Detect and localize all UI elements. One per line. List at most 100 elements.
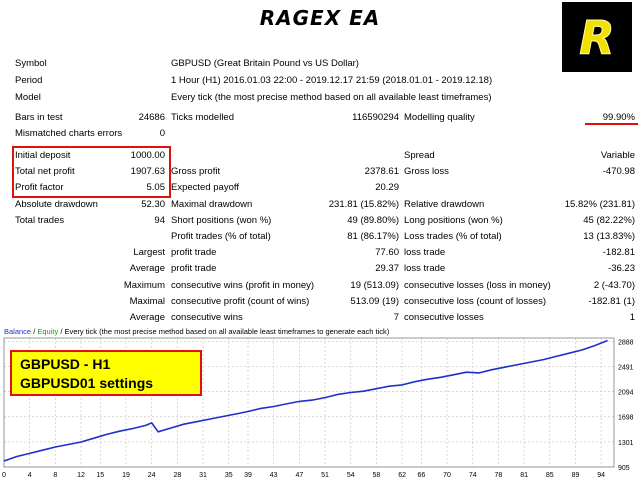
x-tick-label: 70 [443, 472, 451, 479]
total-trades-label: Total trades [15, 215, 65, 226]
max-consecutive-wins-value: 19 (513.09) [350, 280, 399, 291]
maximal-drawdown-label: Maximal drawdown [171, 199, 253, 210]
x-tick-label: 81 [520, 472, 528, 479]
balance-chart: Balance / Equity / Every tick (the most … [0, 325, 640, 480]
average-consecutive-wins-value: 7 [393, 312, 399, 323]
period-label: Period [15, 75, 43, 86]
average-profit-value: 29.37 [375, 263, 399, 274]
quality-label: Modelling quality [404, 112, 475, 123]
expected-payoff-label: Expected payoff [171, 182, 239, 193]
relative-drawdown-value: 15.82% (231.81) [564, 199, 635, 210]
average-consecutive-wins-label: consecutive wins [171, 312, 243, 323]
average-loss-value: -36.23 [608, 263, 635, 274]
average-loss-label: loss trade [404, 263, 446, 274]
loss-trades-value: 13 (13.83%) [583, 231, 635, 242]
x-tick-label: 43 [270, 472, 278, 479]
x-tick-label: 54 [347, 472, 355, 479]
profit-trades-label: Profit trades (% of total) [171, 231, 271, 242]
chart-axes: 905 1301 1698 2094 2491 2888 0 4 8 12 15 19 24 28 31 35… [2, 337, 634, 479]
x-tick-label: 85 [546, 472, 554, 479]
x-tick-label: 12 [77, 472, 85, 479]
max-consecutive-wins-label: consecutive wins (profit in money) [171, 280, 315, 291]
x-tick-label: 47 [295, 472, 303, 479]
profit-factor-label: Profit factor [15, 182, 64, 193]
maximal-drawdown-value: 231.81 (15.82%) [328, 199, 399, 210]
x-tick-label: 89 [572, 472, 580, 479]
model-value: Every tick (the most precise method base… [171, 92, 492, 103]
callout-line1: GBPUSD - H1 [20, 356, 111, 372]
y-tick-label: 2094 [618, 390, 634, 397]
svg-text:Balance / Equity / Every tick: Balance / Equity / Every tick (the most … [4, 327, 390, 336]
period-value: 1 Hour (H1) 2016.01.03 22:00 - 2019.12.1… [171, 75, 493, 86]
average-consecutive-losses-label: consecutive losses [404, 312, 484, 323]
average-profit-label: profit trade [171, 263, 217, 274]
absolute-drawdown-value: 52.30 [141, 199, 165, 210]
x-tick-label: 8 [53, 472, 57, 479]
largest-loss-value: -182.81 [602, 247, 635, 258]
mismatch-value: 0 [159, 128, 165, 139]
symbol-value: GBPUSD (Great Britain Pound vs US Dollar… [171, 58, 359, 69]
profit-factor-value: 5.05 [146, 182, 166, 193]
net-profit-value: 1907.63 [130, 166, 165, 177]
maximum-label: Maximum [123, 280, 165, 291]
largest-label: Largest [133, 247, 165, 258]
average2-label: Average [129, 312, 165, 323]
average-label: Average [129, 263, 165, 274]
x-tick-label: 62 [398, 472, 406, 479]
spread-value: Variable [600, 150, 635, 161]
x-tick-label: 51 [321, 472, 329, 479]
loss-trades-label: Loss trades (% of total) [404, 231, 502, 242]
maximal-consecutive-profit-label: consecutive profit (count of wins) [171, 296, 310, 307]
gross-profit-value: 2378.61 [364, 166, 399, 177]
profit-trades-value: 81 (86.17%) [347, 231, 399, 242]
x-tick-label: 66 [417, 472, 425, 479]
x-tick-label: 19 [122, 472, 130, 479]
net-profit-label: Total net profit [15, 166, 75, 177]
plot-frame [3, 337, 615, 468]
legend-sep2: / [58, 327, 64, 336]
total-trades-value: 94 [154, 215, 165, 226]
highlight-box [12, 146, 171, 198]
y-tick-label: 1301 [618, 440, 634, 447]
long-positions-label: Long positions (won %) [404, 215, 503, 226]
settings-callout: GBPUSD - H1 GBPUSD01 settings [10, 350, 202, 396]
ea-title: RAGEX EA [259, 6, 381, 30]
y-tick-label: 1698 [618, 415, 634, 422]
x-tick-label: 28 [173, 472, 181, 479]
quality-underline [585, 123, 638, 125]
legend-equity: Equity [37, 327, 58, 336]
largest-profit-value: 77.60 [375, 247, 399, 258]
initial-deposit-value: 1000.00 [130, 150, 165, 161]
absolute-drawdown-label: Absolute drawdown [15, 199, 98, 210]
legend-description: Every tick (the most precise method base… [65, 327, 390, 336]
model-label: Model [15, 92, 41, 103]
x-tick-label: 58 [373, 472, 381, 479]
x-tick-label: 78 [495, 472, 503, 479]
maximal-consecutive-loss-value: -182.81 (1) [588, 296, 635, 307]
ragex-logo: R [562, 2, 632, 72]
ticks-value: 116590294 [352, 112, 399, 123]
y-tick-label: 2888 [618, 339, 634, 346]
quality-value: 99.90% [602, 112, 635, 123]
largest-loss-label: loss trade [404, 247, 446, 258]
gross-profit-label: Gross profit [171, 166, 221, 177]
y-tick-label: 905 [618, 465, 630, 472]
largest-profit-label: profit trade [171, 247, 217, 258]
short-positions-value: 49 (89.80%) [347, 215, 399, 226]
bars-value: 24686 [138, 112, 165, 123]
expected-payoff-value: 20.29 [375, 182, 399, 193]
mismatch-label: Mismatched charts errors [15, 128, 123, 139]
bars-label: Bars in test [15, 112, 63, 123]
short-positions-label: Short positions (won %) [171, 215, 272, 226]
max-consecutive-losses-label: consecutive losses (loss in money) [404, 280, 551, 291]
long-positions-value: 45 (82.22%) [583, 215, 635, 226]
initial-deposit-label: Initial deposit [15, 150, 71, 161]
spread-label: Spread [404, 150, 435, 161]
x-tick-label: 24 [148, 472, 156, 479]
gross-loss-label: Gross loss [404, 166, 449, 177]
chart-series [3, 339, 608, 462]
gross-loss-value: -470.98 [602, 166, 635, 177]
max-consecutive-losses-value: 2 (-43.70) [593, 280, 635, 291]
x-tick-label: 35 [225, 472, 233, 479]
y-tick-label: 2491 [618, 364, 634, 371]
